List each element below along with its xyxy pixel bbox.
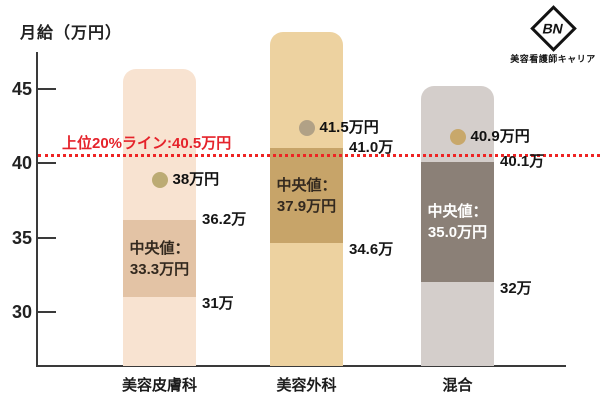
median-range-box: 中央値： 33.3万円 <box>123 220 196 297</box>
logo-brand-name: 美容看護師キャリア <box>510 54 596 64</box>
category-label: 美容皮膚科 <box>121 377 197 394</box>
y-tick-mark <box>37 88 56 90</box>
median-value: 33.3万円 <box>129 260 190 278</box>
mean-dot <box>449 129 466 145</box>
box-top-value-label: 36.2万 <box>202 211 247 228</box>
y-tick-mark <box>37 311 56 313</box>
mean-dot-label: 40.9万円 <box>470 128 530 145</box>
y-tick-mark <box>37 237 56 239</box>
y-axis-title: 月給（万円） <box>20 25 123 42</box>
box-bottom-value-label: 34.6万 <box>349 241 394 258</box>
median-prefix: 中央値： <box>427 203 488 220</box>
median-prefix: 中央値： <box>276 176 337 194</box>
box-top-value-label: 41.0万 <box>349 139 394 156</box>
y-tick-label: 35 <box>11 228 32 248</box>
box-top-value-label: 40.1万 <box>500 153 545 170</box>
mean-dot <box>151 172 168 188</box>
y-tick-label: 45 <box>11 79 32 99</box>
threshold-label: 上位20%ライン:40.5万円 <box>62 135 232 152</box>
category-label: 混合 <box>442 377 473 394</box>
box-bottom-value-label: 32万 <box>500 280 532 297</box>
mean-dot-label: 38万円 <box>172 171 220 188</box>
logo-monogram: BN <box>541 20 566 37</box>
mean-dot-label: 41.5万円 <box>319 119 379 136</box>
median-value: 35.0万円 <box>427 224 488 241</box>
y-tick-label: 40 <box>11 153 32 173</box>
brand-logo-icon: BN <box>530 5 577 52</box>
y-tick-mark <box>37 162 56 164</box>
mean-dot <box>298 120 315 136</box>
bar <box>123 69 196 366</box>
y-axis-line <box>36 52 38 366</box>
median-range-box: 中央値： 37.9万円 <box>270 148 343 243</box>
median-prefix: 中央値： <box>129 239 190 257</box>
category-label: 美容外科 <box>276 377 337 394</box>
threshold-line <box>38 154 600 157</box>
y-tick-label: 30 <box>11 302 32 322</box>
median-value: 37.9万円 <box>276 197 337 215</box>
median-range-box: 中央値： 35.0万円 <box>421 162 494 282</box>
box-bottom-value-label: 31万 <box>202 295 234 312</box>
x-axis-line <box>36 365 566 367</box>
